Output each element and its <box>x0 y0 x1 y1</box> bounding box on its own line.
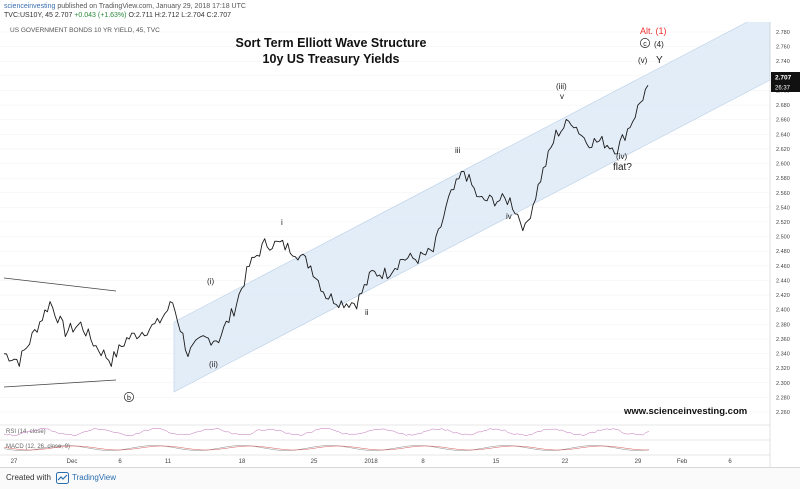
wave-label: c <box>643 41 647 48</box>
triangle-upper-line <box>3 277 117 292</box>
x-tick-label: 6 <box>118 459 122 465</box>
y-tick-label: 2.640 <box>776 132 790 138</box>
x-tick-label: 22 <box>562 459 569 465</box>
x-tick-label: 2018 <box>364 459 378 465</box>
y-tick-label: 2.340 <box>776 352 790 358</box>
wave-label: b <box>127 395 131 402</box>
countdown-label: 26:37 <box>775 86 791 92</box>
wave-label: i <box>281 218 283 227</box>
macd-line <box>3 445 650 451</box>
publisher-line: scienceinvesting published on TradingVie… <box>4 2 246 11</box>
wave-label: iv <box>506 212 512 221</box>
y-tick-label: 2.600 <box>776 162 790 168</box>
chart-header: scienceinvesting published on TradingVie… <box>0 0 800 22</box>
price-series-line <box>3 85 649 367</box>
x-tick-label: Dec <box>67 459 78 465</box>
change-value: +0.043 (+1.63%) <box>74 12 127 19</box>
y-tick-label: 2.620 <box>776 147 790 153</box>
y-tick-label: 2.540 <box>776 205 790 211</box>
footer-bar: Created with TradingView <box>0 467 800 489</box>
wave-label: (i) <box>207 277 214 286</box>
tradingview-link[interactable]: TradingView <box>72 473 117 482</box>
x-tick-label: 18 <box>239 459 246 465</box>
wave-label: Y <box>656 55 663 66</box>
y-tick-label: 2.460 <box>776 264 790 270</box>
y-tick-label: 2.480 <box>776 249 790 255</box>
macd-signal-line <box>3 445 649 451</box>
last-value: 2.707 <box>54 12 73 19</box>
y-tick-label: 2.780 <box>776 30 790 36</box>
wave-label: (4) <box>654 40 664 49</box>
chart-subtitle: 10y US Treasury Yields <box>263 52 400 66</box>
wave-label: (v) <box>638 56 648 65</box>
chart-area[interactable]: US GOVERNMENT BONDS 10 YR YIELD, 45, TVC… <box>0 9 800 467</box>
x-tick-label: 6 <box>728 459 732 465</box>
last-price-label: 2.707 <box>775 75 792 82</box>
wave-label: (ii) <box>209 360 218 369</box>
y-tick-label: 2.260 <box>776 410 790 416</box>
x-tick-label: 8 <box>421 459 425 465</box>
wave-c-circle <box>640 38 650 48</box>
y-tick-label: 2.660 <box>776 118 790 124</box>
instrument-label: US GOVERNMENT BONDS 10 YR YIELD, 45, TVC <box>10 27 160 34</box>
wave-label: flat? <box>613 162 632 173</box>
tradingview-logo-icon <box>56 472 69 484</box>
chart-title: Sort Term Elliott Wave Structure <box>235 36 426 50</box>
last-price-marker <box>771 72 800 82</box>
y-tick-label: 2.280 <box>776 395 790 401</box>
y-tick-label: 2.520 <box>776 220 790 226</box>
y-tick-label: 2.420 <box>776 293 790 299</box>
y-tick-label: 2.300 <box>776 381 790 387</box>
y-tick-label: 2.400 <box>776 308 790 314</box>
y-tick-label: 2.580 <box>776 176 790 182</box>
y-tick-label: 2.680 <box>776 103 790 109</box>
y-tick-label: 2.440 <box>776 278 790 284</box>
macd-label: MACD (12, 26, close, 9) <box>6 444 70 450</box>
x-tick-label: 25 <box>311 459 318 465</box>
y-tick-label: 2.380 <box>776 322 790 328</box>
triangle-lower-line <box>3 379 117 388</box>
y-tick-label: 2.760 <box>776 45 790 51</box>
x-tick-label: 27 <box>11 459 18 465</box>
y-tick-label: 2.740 <box>776 59 790 65</box>
countdown-marker <box>771 82 800 92</box>
wave-label: v <box>560 92 564 101</box>
y-tick-label: 2.360 <box>776 337 790 343</box>
y-tick-label: 2.500 <box>776 235 790 241</box>
x-tick-label: 11 <box>165 459 172 465</box>
wave-label: ii <box>365 308 369 317</box>
y-tick-label: 2.560 <box>776 191 790 197</box>
created-with-label: Created with <box>6 473 51 482</box>
symbol-label: TVC:US10Y, 45 <box>4 12 53 19</box>
ohlc-values: O:2.711 H:2.712 L:2.704 C:2.707 <box>128 12 232 19</box>
wave-label: (iv) <box>616 152 627 161</box>
publisher-user[interactable]: scienceinvesting <box>4 3 56 10</box>
time-axis[interactable]: 27 Dec 6 11 18 25 2018 8 15 22 29 Feb 6 <box>11 459 733 465</box>
x-tick-label: Feb <box>677 459 688 465</box>
chart-svg[interactable]: US GOVERNMENT BONDS 10 YR YIELD, 45, TVC… <box>0 9 800 467</box>
wave-label: iii <box>455 146 461 155</box>
website-watermark: www.scienceinvesting.com <box>623 406 747 417</box>
alt-wave-label: Alt. (1) <box>640 26 667 36</box>
wave-label: (iii) <box>556 82 567 91</box>
y-tick-label: 2.320 <box>776 366 790 372</box>
x-tick-label: 29 <box>635 459 642 465</box>
wave-labels: (i) (ii) i ii iii iv (iii) v (iv) flat? … <box>124 26 667 402</box>
symbol-line: TVC:US10Y, 45 2.707 +0.043 (+1.63%) O:2.… <box>4 11 231 20</box>
x-tick-label: 15 <box>493 459 500 465</box>
publisher-text: published on TradingView.com, January 29… <box>55 3 246 10</box>
rsi-line <box>3 428 650 437</box>
wave-b-circle <box>124 392 134 402</box>
